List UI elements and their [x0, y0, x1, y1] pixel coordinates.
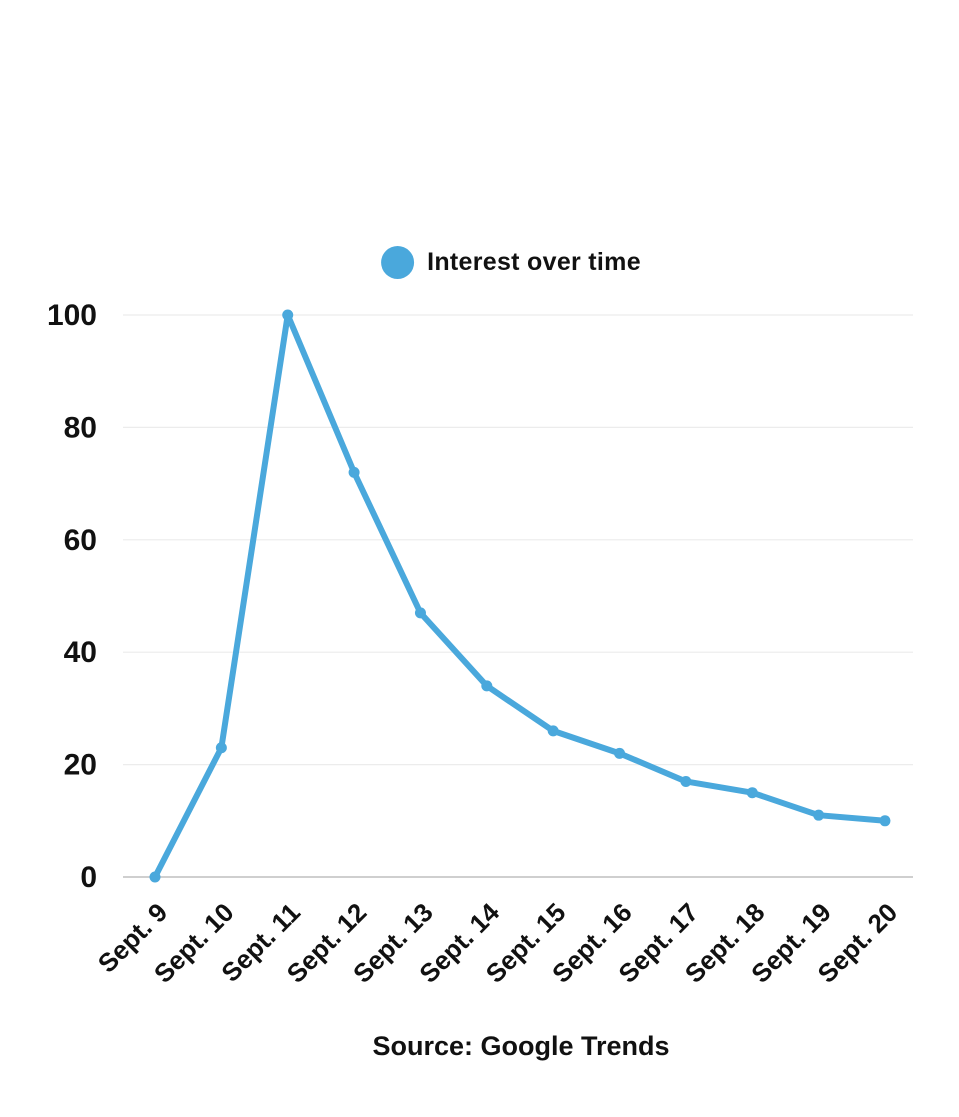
series-line — [152, 312, 888, 880]
data-point — [746, 787, 758, 799]
data-point — [614, 747, 626, 759]
data-point — [414, 607, 426, 619]
chart-legend: Interest over time — [381, 246, 641, 279]
data-point — [348, 466, 360, 478]
data-point — [481, 680, 493, 692]
y-tick-label: 80 — [64, 411, 97, 444]
y-tick-label: 0 — [80, 861, 97, 894]
data-point — [879, 815, 891, 827]
y-tick-label: 20 — [64, 749, 97, 782]
data-point — [149, 871, 161, 883]
data-point — [813, 809, 825, 821]
legend-label: Interest over time — [427, 248, 641, 276]
data-point — [680, 775, 692, 787]
source-caption: Source: Google Trends — [372, 1031, 670, 1061]
y-tick-label: 100 — [47, 299, 97, 332]
data-point — [215, 742, 227, 754]
y-tick-label: 60 — [64, 524, 97, 557]
data-point — [547, 725, 559, 737]
y-tick-label: 40 — [64, 636, 97, 669]
legend-marker-icon — [381, 246, 415, 279]
data-point — [282, 309, 294, 321]
